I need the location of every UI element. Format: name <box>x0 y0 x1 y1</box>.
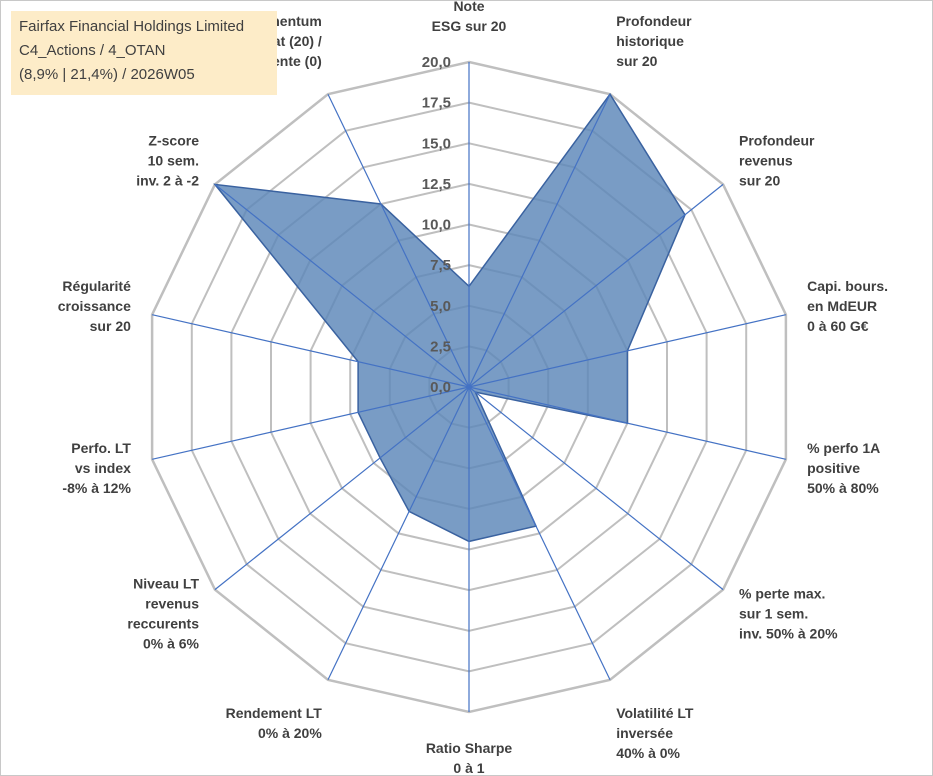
axis-label-line: revenus <box>739 153 793 169</box>
spoke-2 <box>468 93 611 388</box>
axis-label-line: Capi. bours. <box>807 278 888 294</box>
axis-label-line: historique <box>616 33 684 49</box>
radar-series <box>213 92 686 543</box>
axis-label-line: -8% à 12% <box>62 480 131 496</box>
axis-label-line: sur 20 <box>739 173 780 189</box>
axis-label-line: Niveau LT <box>133 575 199 591</box>
axis-label-13: Z-score 10 sem. inv. 2 à -2 <box>136 133 199 189</box>
spoke-11 <box>151 386 470 460</box>
spoke-3 <box>468 183 724 388</box>
spoke-6 <box>468 386 724 591</box>
axis-label-line: 0% à 20% <box>258 725 322 741</box>
axis-label-line: Rendement LT <box>226 705 323 721</box>
radar-spokes <box>151 62 787 712</box>
axis-label-2: Profondeur historique sur 20 <box>616 13 692 69</box>
axis-label-line: positive <box>807 460 860 476</box>
axis-label-line: 0 à 60 G€ <box>807 318 869 334</box>
axis-label-line: sur 1 sem. <box>739 605 808 621</box>
axis-label-line: inv. 2 à -2 <box>136 173 199 189</box>
tick-label: 17,5 <box>422 95 451 112</box>
spoke-5 <box>468 386 787 460</box>
axis-label-3: Profondeur revenus sur 20 <box>739 133 815 189</box>
axis-label-line: Volatilité LT <box>616 705 694 721</box>
axis-label-10: Niveau LT revenus reccurents 0% à 6% <box>127 575 199 651</box>
axis-label-7: Volatilité LT inversée 40% à 0% <box>616 705 694 761</box>
tick-label: 0,0 <box>430 379 451 396</box>
radial-tick-labels: 0,0 2,5 5,0 7,5 10,0 12,5 15,0 17,5 20,0 <box>422 54 451 396</box>
spoke-10 <box>214 386 470 591</box>
tick-label: 20,0 <box>422 54 451 71</box>
stats-line: (8,9% | 21,4%) / 2026W05 <box>19 66 195 83</box>
axis-label-line: Vente (0) <box>263 53 321 69</box>
series-area <box>213 92 686 543</box>
axis-label-line: croissance <box>58 298 131 314</box>
axis-label-line: Profondeur <box>616 13 692 29</box>
axis-label-line: Note <box>453 1 484 14</box>
tick-label: 15,0 <box>422 135 451 152</box>
axis-label-line: sur 20 <box>616 53 657 69</box>
axis-label-line: 40% à 0% <box>616 745 680 761</box>
axis-label-line: Z-score <box>148 133 199 149</box>
axis-label-line: Ratio Sharpe <box>426 740 513 756</box>
axis-label-line: inv. 50% à 20% <box>739 625 838 641</box>
axis-label-5: % perfo 1A positive 50% à 80% <box>807 440 880 496</box>
tick-label: 7,5 <box>430 257 451 274</box>
axis-label-line: 0% à 6% <box>143 635 200 651</box>
spoke-12 <box>151 314 470 388</box>
tick-label: 12,5 <box>422 176 451 193</box>
axis-label-line: 10 sem. <box>148 153 199 169</box>
axis-label-line: vs index <box>75 460 131 476</box>
axis-label-line: Profondeur <box>739 133 815 149</box>
chart-title-box: Fairfax Financial Holdings Limited C4_Ac… <box>11 11 277 95</box>
axis-label-line: en MdEUR <box>807 298 877 314</box>
axis-label-4: Capi. bours. en MdEUR 0 à 60 G€ <box>807 278 888 334</box>
spoke-4 <box>468 314 787 388</box>
axis-label-line: Perfo. LT <box>71 440 131 456</box>
axis-label-11: Perfo. LT vs index -8% à 12% <box>62 440 131 496</box>
spoke-14 <box>327 93 470 388</box>
axis-label-line: 0 à 1 <box>453 760 484 775</box>
axis-label-line: inversée <box>616 725 673 741</box>
spoke-9 <box>327 386 470 681</box>
tick-label: 10,0 <box>422 217 451 234</box>
company-name: Fairfax Financial Holdings Limited <box>19 18 245 35</box>
tick-label: 2,5 <box>430 338 451 355</box>
axis-label-line: 50% à 80% <box>807 480 879 496</box>
spoke-13 <box>214 183 470 388</box>
axis-label-12: Régularité croissance sur 20 <box>58 278 131 334</box>
axis-label-line: ESG sur 20 <box>432 18 507 34</box>
tick-label: 5,0 <box>430 298 451 315</box>
axis-label-6: % perte max. sur 1 sem. inv. 50% à 20% <box>739 585 838 641</box>
axis-label-line: % perte max. <box>739 585 825 601</box>
axis-label-line: sur 20 <box>90 318 131 334</box>
axis-label-1: Note ESG sur 20 <box>432 1 507 34</box>
axis-label-9: Rendement LT 0% à 20% <box>226 705 323 741</box>
axis-label-line: revenus <box>145 595 199 611</box>
spoke-7 <box>468 386 611 681</box>
axis-label-line: reccurents <box>127 615 199 631</box>
category-line: C4_Actions / 4_OTAN <box>19 42 166 59</box>
axis-label-line: % perfo 1A <box>807 440 880 456</box>
axis-label-line: Régularité <box>62 278 131 294</box>
axis-label-8: Ratio Sharpe 0 à 1 <box>426 740 513 775</box>
